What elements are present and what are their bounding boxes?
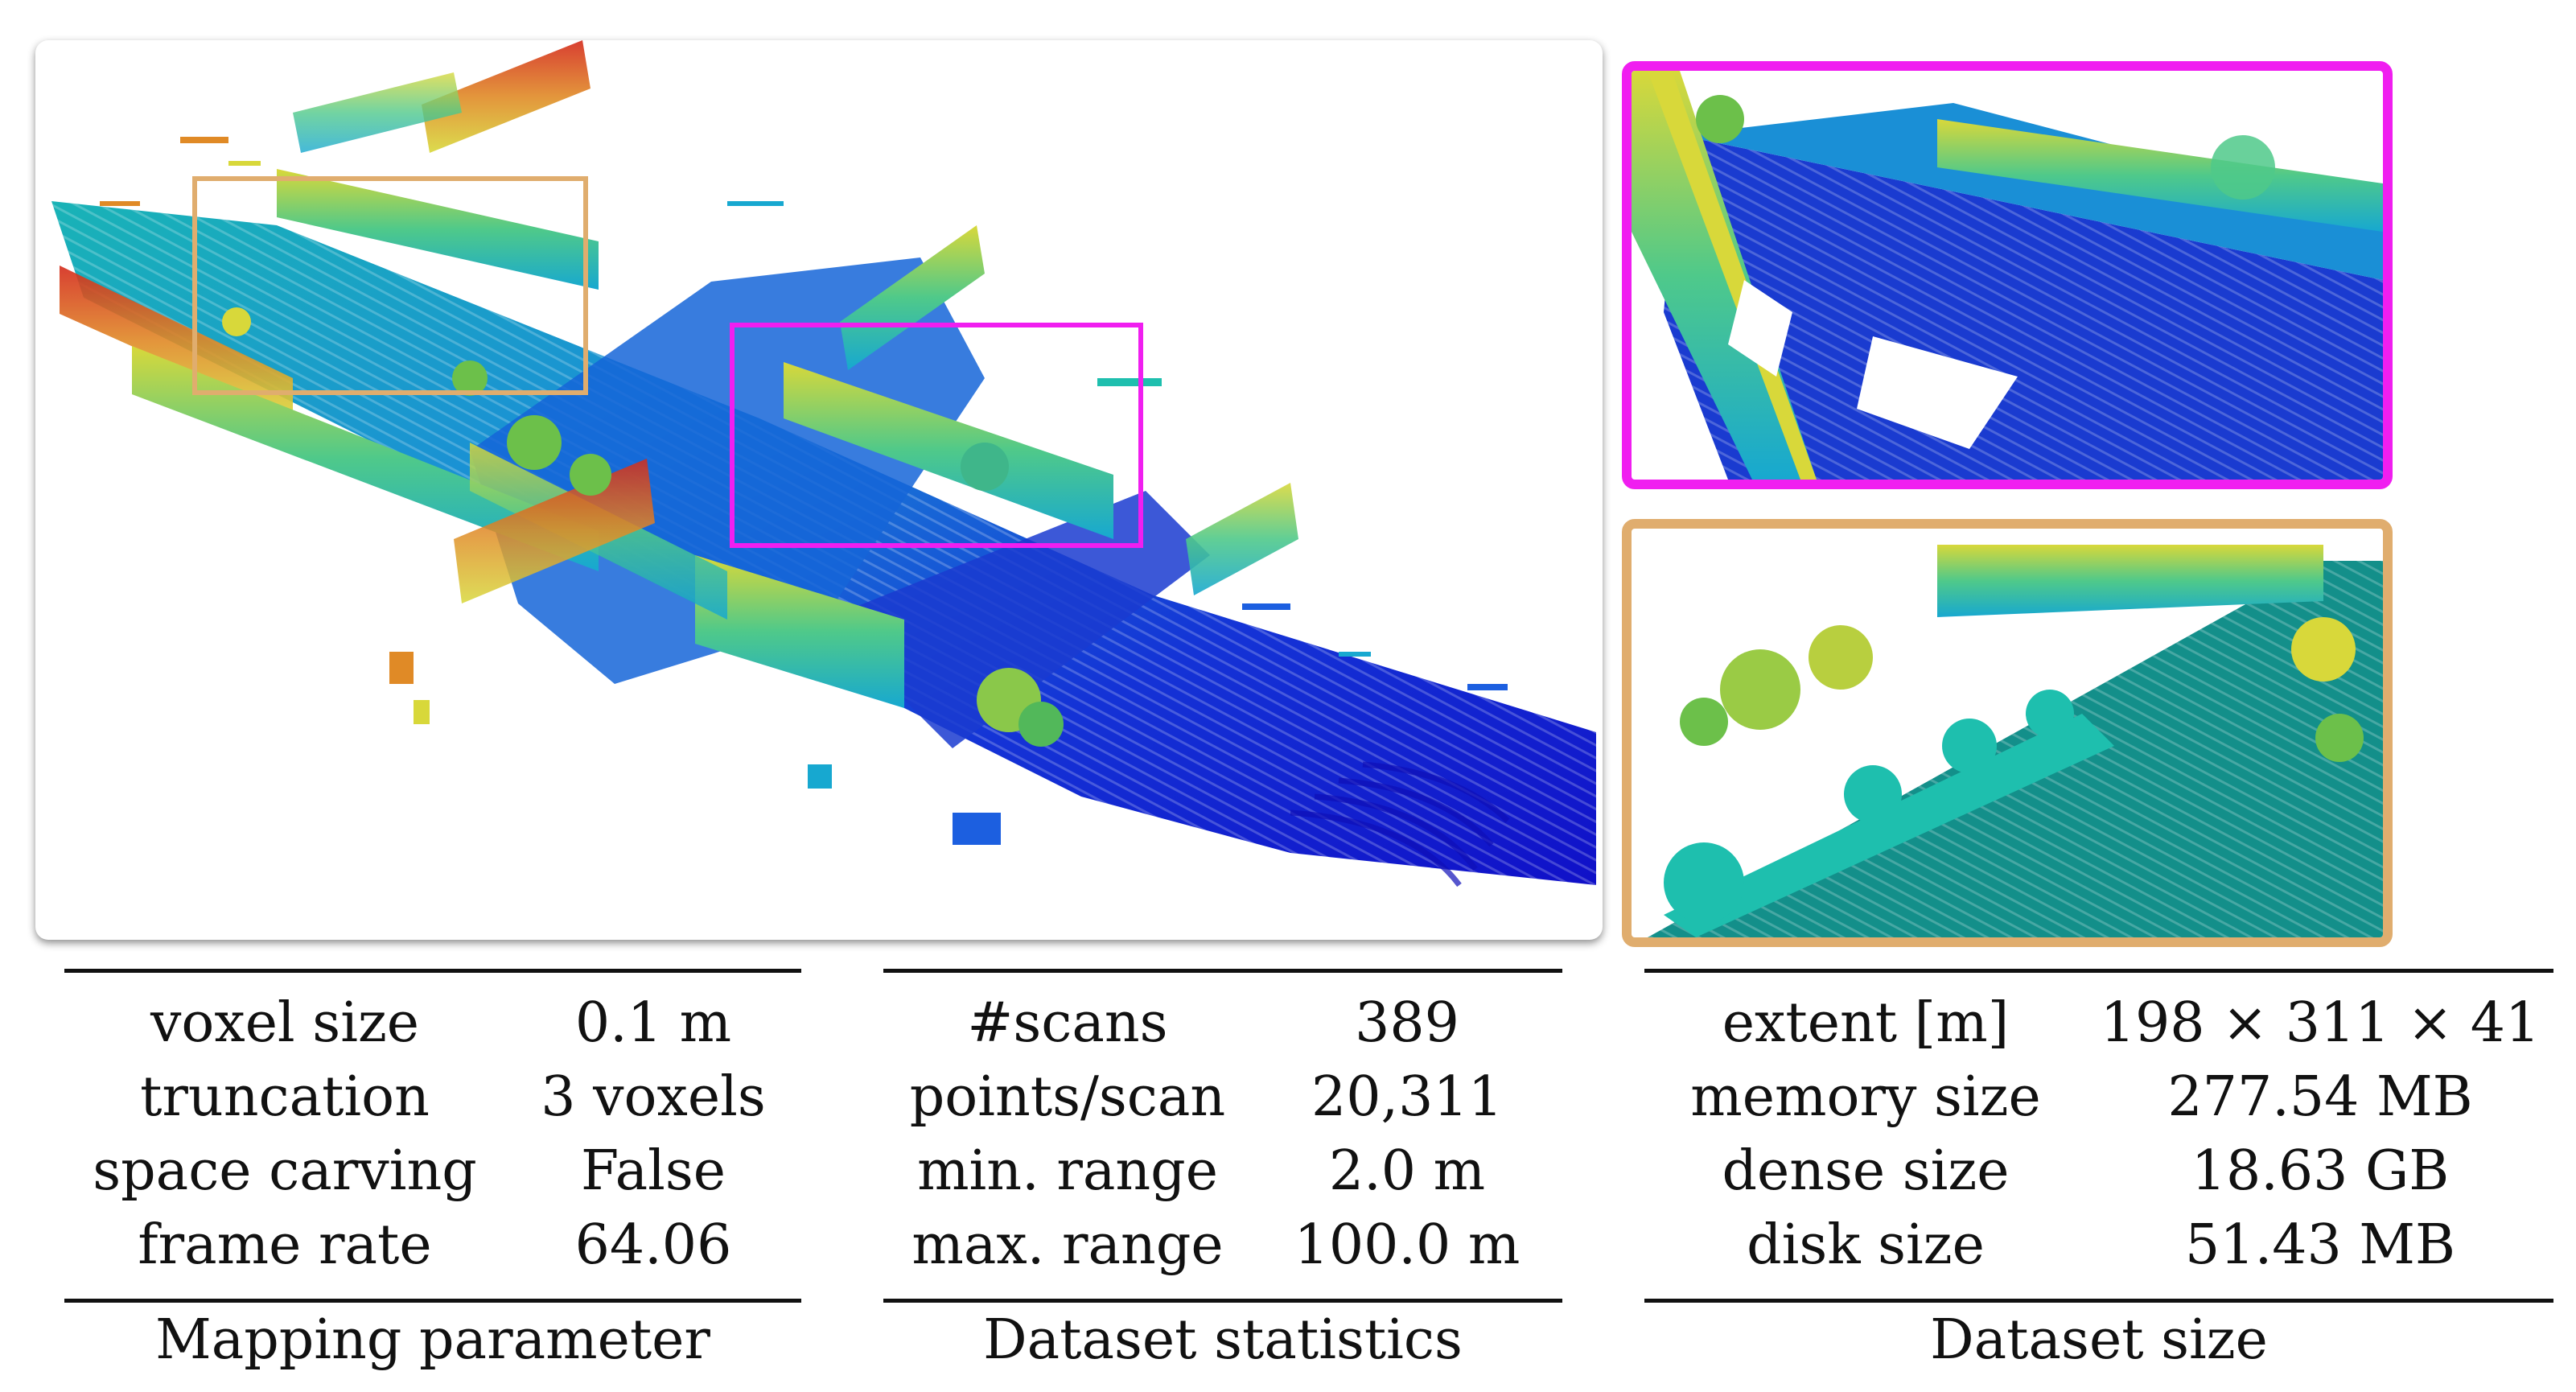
road-fan xyxy=(1290,761,1510,888)
table-row: memory size 277.54 MB xyxy=(1644,1060,2553,1135)
row-value: 2.0 m xyxy=(1328,1139,1486,1203)
dataset-size-table: extent [m] 198 × 311 × 41 memory size 27… xyxy=(1644,969,2553,1307)
row-value: 18.63 GB xyxy=(2191,1139,2450,1203)
row-value: 51.43 MB xyxy=(2185,1213,2455,1277)
row-value: 20,311 xyxy=(1311,1065,1503,1129)
row-value: 277.54 MB xyxy=(2167,1065,2473,1129)
table-bottom-rule xyxy=(64,1299,801,1303)
dataset-statistics-table: #scans 389 points/scan 20,311 min. range… xyxy=(883,969,1562,1307)
row-label: memory size xyxy=(1690,1065,2041,1129)
point-cloud-overview xyxy=(35,40,1603,940)
tan-closeup-render xyxy=(1648,545,2383,937)
row-value: False xyxy=(581,1139,726,1203)
row-label: voxel size xyxy=(150,991,420,1055)
table-row: space carving False xyxy=(64,1135,801,1209)
table-bottom-rule xyxy=(883,1299,1562,1303)
row-label: disk size xyxy=(1747,1213,1985,1277)
table-top-rule xyxy=(883,969,1562,973)
row-label: space carving xyxy=(93,1139,477,1203)
magenta-closeup-render xyxy=(1632,71,2383,480)
row-value: 100.0 m xyxy=(1294,1213,1520,1277)
row-label: frame rate xyxy=(138,1213,432,1277)
row-value: 0.1 m xyxy=(574,991,732,1055)
table-top-rule xyxy=(1644,969,2553,973)
table-row: truncation 3 voxels xyxy=(64,1060,801,1135)
row-label: extent [m] xyxy=(1722,991,2010,1055)
building-facades xyxy=(60,40,1298,708)
dataset-table-caption: Dataset statistics xyxy=(983,1308,1463,1372)
table-row: voxel size 0.1 m xyxy=(64,986,801,1060)
table-row: #scans 389 xyxy=(883,986,1562,1060)
highlight-box-tan xyxy=(192,176,588,395)
mapping-table-caption: Mapping parameter xyxy=(155,1308,710,1372)
row-value: 389 xyxy=(1355,991,1459,1055)
point-cloud-map xyxy=(51,40,1596,888)
row-label: #scans xyxy=(967,991,1168,1055)
table-row: extent [m] 198 × 311 × 41 xyxy=(1644,986,2553,1060)
scatter-points xyxy=(100,137,1508,845)
inset-magenta-closeup xyxy=(1622,61,2393,489)
table-row: min. range 2.0 m xyxy=(883,1135,1562,1209)
row-value: 198 × 311 × 41 xyxy=(2100,991,2541,1055)
row-label: min. range xyxy=(917,1139,1218,1203)
size-table-caption: Dataset size xyxy=(1930,1308,2268,1372)
row-label: truncation xyxy=(140,1065,430,1129)
table-top-rule xyxy=(64,969,801,973)
table-row: disk size 51.43 MB xyxy=(1644,1209,2553,1283)
row-label: points/scan xyxy=(909,1065,1226,1129)
table-row: max. range 100.0 m xyxy=(883,1209,1562,1283)
inset-tan-closeup xyxy=(1622,519,2393,947)
table-row: frame rate 64.06 xyxy=(64,1209,801,1283)
row-value: 3 voxels xyxy=(541,1065,766,1129)
table-row: points/scan 20,311 xyxy=(883,1060,1562,1135)
row-label: dense size xyxy=(1722,1139,2010,1203)
row-label: max. range xyxy=(911,1213,1224,1277)
mapping-parameter-table: voxel size 0.1 m truncation 3 voxels spa… xyxy=(64,969,801,1307)
trees xyxy=(222,307,1064,747)
table-bottom-rule xyxy=(1644,1299,2553,1303)
highlight-box-magenta xyxy=(730,323,1143,548)
row-value: 64.06 xyxy=(574,1213,732,1277)
table-row: dense size 18.63 GB xyxy=(1644,1135,2553,1209)
